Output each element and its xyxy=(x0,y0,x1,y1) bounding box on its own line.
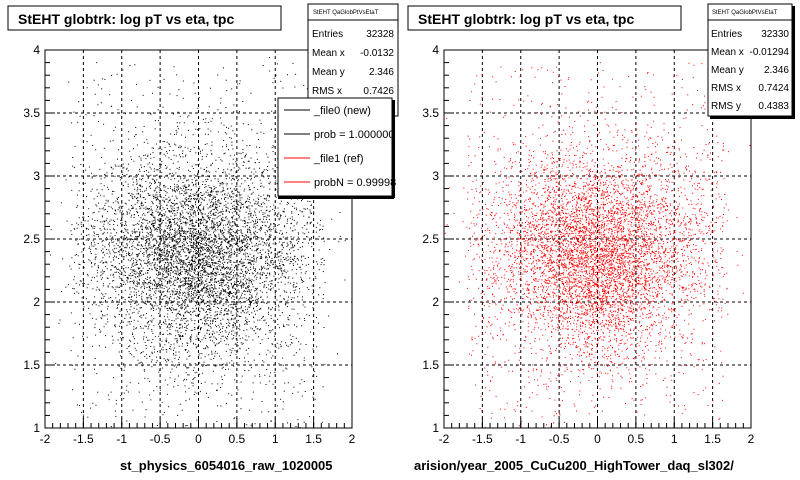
y-tick-label: 1 xyxy=(33,421,40,435)
left-stats-label: Mean y xyxy=(312,67,345,78)
y-tick-label: 2 xyxy=(432,295,439,309)
x-tick-label: -0.5 xyxy=(150,432,171,446)
left-stats-value: 0.7426 xyxy=(363,86,394,97)
right-stats-value: -0.01294 xyxy=(750,47,790,58)
left-stats-header: StEHT QaGlobPtVsEtaT xyxy=(313,10,379,16)
left-scatter-panel: StEHT globtrk: log pT vs eta, tpc -2 -1.5… xyxy=(7,5,356,473)
x-tick-label: -0.5 xyxy=(549,432,570,446)
left-stats-label: RMS x xyxy=(312,86,342,97)
left-stats-label: Entries xyxy=(312,29,343,40)
left-title-box xyxy=(7,5,282,31)
right-title-box xyxy=(407,5,682,31)
x-tick-label: 2 xyxy=(349,432,356,446)
x-tick-label: -1.5 xyxy=(73,432,94,446)
right-x-axis-label: arision/year_2005_CuCu200_HighTower_daq_… xyxy=(414,458,734,473)
x-tick-label: 1.5 xyxy=(704,432,721,446)
left-plot-area: -2 -1.5 -1 -0.5 0 0.5 1 1.5 2 1 1.5 2 2.5 3 3.5 4 xyxy=(23,43,355,446)
x-tick-label: 0.5 xyxy=(628,432,645,446)
x-tick-label: -1 xyxy=(515,432,526,446)
legend-box: _file0 (new) prob = 1.000000 _file1 (ref… xyxy=(277,97,396,199)
y-tick-label: 1 xyxy=(432,421,439,435)
x-tick-label: -2 xyxy=(40,432,51,446)
left-stats-box: StEHT QaGlobPtVsEtaT Entries 32328 Mean … xyxy=(307,3,399,117)
left-stats-value: 2.346 xyxy=(369,67,394,78)
x-tick-label: 0.5 xyxy=(229,432,246,446)
right-chart-title: StEHT globtrk: log pT vs eta, tpc xyxy=(418,11,634,27)
y-tick-label: 2.5 xyxy=(23,232,40,246)
right-stats-value: 32330 xyxy=(761,29,789,40)
legend-label: probN = 0.99998 xyxy=(314,177,396,189)
right-stats-label: RMS y xyxy=(711,101,741,112)
right-stats-value: 0.4383 xyxy=(758,101,789,112)
right-scatter-panel: StEHT globtrk: log pT vs eta, tpc -2 -1.5… xyxy=(407,5,755,473)
right-stats-label: Mean x xyxy=(711,47,744,58)
right-stats-label: RMS x xyxy=(711,83,741,94)
y-tick-label: 4 xyxy=(432,43,439,57)
x-tick-label: 1 xyxy=(272,432,279,446)
x-tick-label: -1.5 xyxy=(472,432,493,446)
x-tick-label: -1 xyxy=(116,432,127,446)
right-stats-label: Mean y xyxy=(711,65,744,76)
right-plot-area: -2 -1.5 -1 -0.5 0 0.5 1 1.5 2 1 1.5 2 2.5 3 3.5 4 xyxy=(422,43,754,446)
x-tick-label: 1 xyxy=(671,432,678,446)
left-x-axis-label: st_physics_6054016_raw_1020005 xyxy=(120,458,333,473)
scatter-points xyxy=(444,62,751,428)
left-stats-value: 32328 xyxy=(366,29,394,40)
left-stats-label: Mean x xyxy=(312,48,345,59)
legend-label: _file1 (ref) xyxy=(313,153,364,165)
y-tick-label: 1.5 xyxy=(23,358,40,372)
scatter-points xyxy=(49,57,346,429)
right-stats-value: 2.346 xyxy=(764,65,789,76)
legend-label: _file0 (new) xyxy=(313,105,371,117)
y-tick-label: 3 xyxy=(432,169,439,183)
left-chart-title: StEHT globtrk: log pT vs eta, tpc xyxy=(18,11,234,27)
right-stats-label: Entries xyxy=(711,29,742,40)
y-tick-label: 2.5 xyxy=(422,232,439,246)
right-stats-value: 0.7424 xyxy=(758,83,789,94)
x-tick-label: 2 xyxy=(748,432,755,446)
x-tick-label: 0 xyxy=(594,432,601,446)
scatter-point xyxy=(49,57,346,429)
y-tick-label: 3.5 xyxy=(422,106,439,120)
y-tick-label: 4 xyxy=(33,43,40,57)
y-tick-label: 3.5 xyxy=(23,106,40,120)
scatter-point xyxy=(444,62,751,428)
y-tick-label: 3 xyxy=(33,169,40,183)
x-tick-label: 0 xyxy=(195,432,202,446)
legend-label: prob = 1.000000 xyxy=(314,129,394,141)
x-tick-label: 1.5 xyxy=(305,432,322,446)
left-stats-value: -0.0132 xyxy=(360,48,394,59)
right-stats-header: StEHT QaGlobPtVsEtaT xyxy=(712,10,778,16)
x-tick-label: -2 xyxy=(439,432,450,446)
y-tick-label: 1.5 xyxy=(422,358,439,372)
y-tick-label: 2 xyxy=(33,295,40,309)
right-stats-box: StEHT QaGlobPtVsEtaT Entries 32330 Mean … xyxy=(707,3,795,119)
